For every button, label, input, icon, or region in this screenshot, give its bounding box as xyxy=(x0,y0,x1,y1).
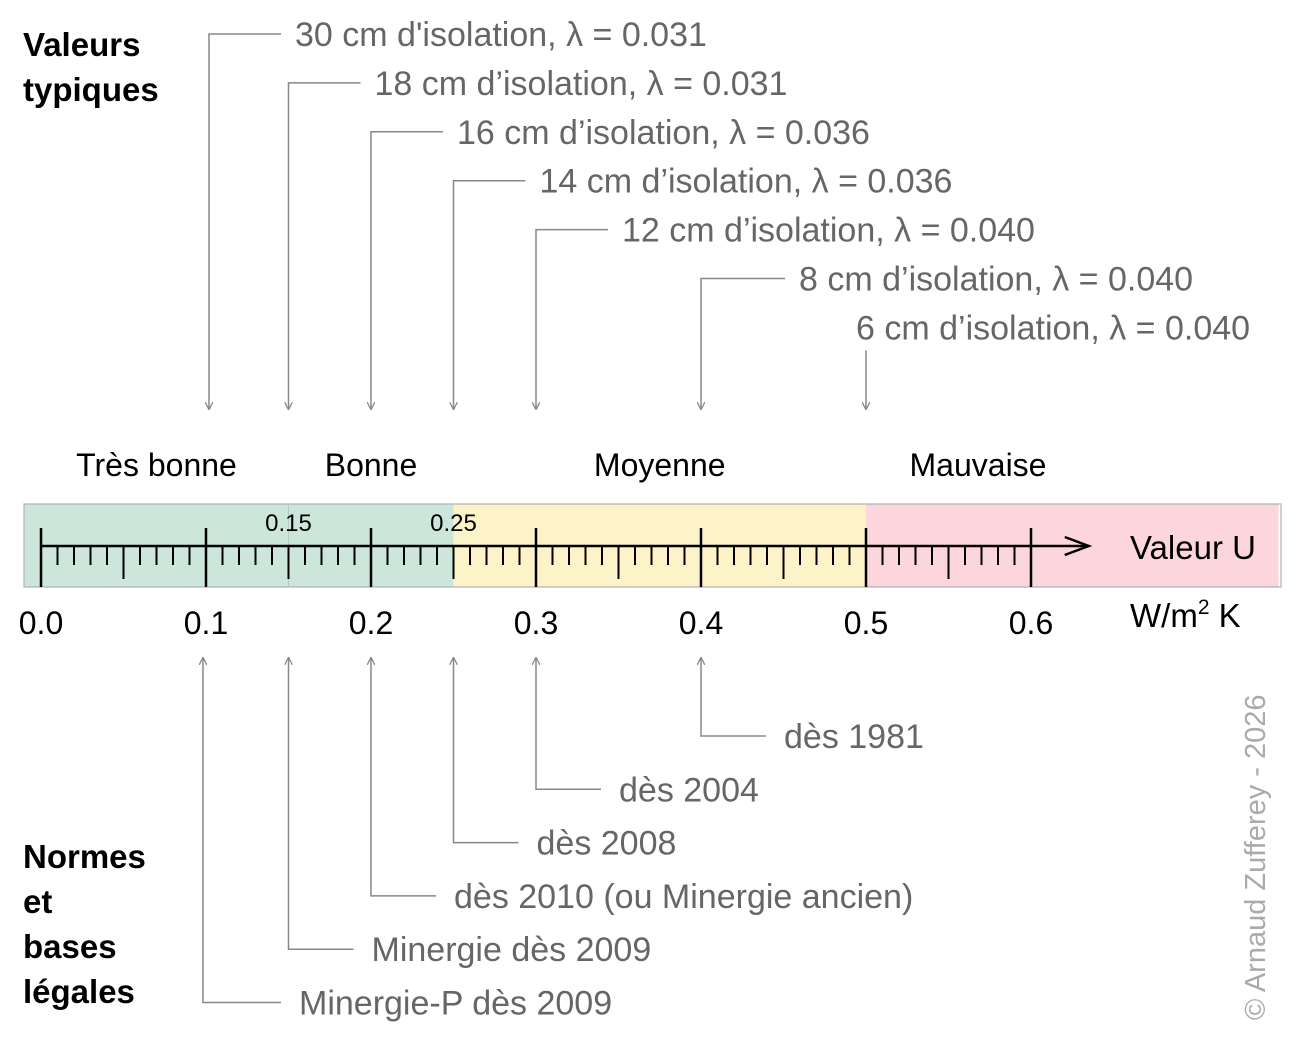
unit-main: W/m xyxy=(1130,597,1198,634)
tick-label-0-2: 0.2 xyxy=(349,605,393,641)
tick-label-0-5: 0.5 xyxy=(844,605,888,641)
typical-callout-2: 18 cm d’isolation, λ = 0.031 xyxy=(289,65,788,409)
unit-superscript: 2 xyxy=(1198,596,1210,619)
norm-callout-5: Minergie dès 2009 xyxy=(289,658,652,969)
typical-label: 30 cm d'isolation, λ = 0.031 xyxy=(295,16,707,54)
norm-arrow xyxy=(454,658,519,844)
norm-label: Minergie-P dès 2009 xyxy=(299,985,612,1023)
tick-label-0-4: 0.4 xyxy=(679,605,723,641)
typical-callout-3: 16 cm d’isolation, λ = 0.036 xyxy=(371,114,870,409)
norm-label: Minergie dès 2009 xyxy=(372,931,652,969)
typical-arrow xyxy=(454,179,526,409)
norm-arrow xyxy=(203,658,281,1004)
heading-norms: Normes et bases légales xyxy=(23,838,155,1010)
copyright-notice: © Arnaud Zufferey - 2026 xyxy=(1240,694,1272,1020)
norm-callout-1: dès 1981 xyxy=(701,658,924,756)
norm-callout-2: dès 2004 xyxy=(536,658,759,809)
typical-callout-6: 8 cm d’isolation, λ = 0.040 xyxy=(701,261,1193,410)
norm-arrow xyxy=(536,658,601,791)
norm-label: dès 2004 xyxy=(619,771,759,809)
tick-label-0-0: 0.0 xyxy=(19,605,63,641)
typical-arrow xyxy=(701,277,785,410)
tick-label-0-1: 0.1 xyxy=(184,605,228,641)
typical-arrow xyxy=(536,228,608,409)
typical-label: 14 cm d’isolation, λ = 0.036 xyxy=(540,163,953,201)
axis-label: Valeur U xyxy=(1130,529,1256,566)
unit-label: W/m2 K xyxy=(1130,596,1241,634)
norm-callout-3: dès 2008 xyxy=(454,658,677,863)
typical-value-callouts: 30 cm d'isolation, λ = 0.031 18 cm d’isol… xyxy=(209,16,1250,409)
unit-tail: K xyxy=(1210,597,1241,634)
norm-arrow xyxy=(289,658,354,950)
typical-label: 16 cm d’isolation, λ = 0.036 xyxy=(457,114,870,152)
typical-arrow xyxy=(209,33,281,409)
heading-typical-values: Valeurs typiques xyxy=(23,26,159,108)
typical-arrow xyxy=(289,82,361,409)
norm-label: dès 2008 xyxy=(537,825,677,863)
norm-arrow xyxy=(371,658,436,897)
zone-label-tres-bonne: Très bonne xyxy=(76,447,237,483)
norm-callouts: dès 1981 dès 2004 dès 2008 dès 2010 (ou Min… xyxy=(203,658,924,1023)
zone-label-moyenne: Moyenne xyxy=(594,447,726,483)
heading-typical-line-2: typiques xyxy=(23,71,159,108)
tick-label-0-6: 0.6 xyxy=(1009,605,1053,641)
heading-typical-line-1: Valeurs xyxy=(23,26,140,63)
typical-label: 12 cm d’isolation, λ = 0.040 xyxy=(622,212,1035,250)
norm-callout-6: Minergie-P dès 2009 xyxy=(203,658,612,1023)
heading-norms-line-2: et xyxy=(23,883,52,920)
tick-label-0-3: 0.3 xyxy=(514,605,558,641)
zone-label-bonne: Bonne xyxy=(325,447,418,483)
heading-norms-line-4: légales xyxy=(23,973,135,1010)
boundary-label-0-25: 0.25 xyxy=(430,510,477,537)
typical-callout-1: 30 cm d'isolation, λ = 0.031 xyxy=(209,16,707,409)
typical-callout-5: 12 cm d’isolation, λ = 0.040 xyxy=(536,212,1035,409)
scale-bar-border xyxy=(23,503,1282,588)
heading-norms-line-1: Normes xyxy=(23,838,146,875)
zone-label-mauvaise: Mauvaise xyxy=(910,447,1047,483)
typical-callout-7: 6 cm d’isolation, λ = 0.040 xyxy=(856,309,1250,409)
heading-norms-line-3: bases xyxy=(23,928,117,965)
typical-arrow xyxy=(371,131,443,409)
norm-label: dès 2010 (ou Minergie ancien) xyxy=(454,878,913,916)
typical-callout-4: 14 cm d’isolation, λ = 0.036 xyxy=(454,163,953,409)
axis-arrowhead xyxy=(1064,535,1093,557)
u-value-ruler: 0.0 0.1 0.2 0.3 0.4 0.5 0.6 0.15 0.25 xyxy=(19,510,1093,641)
typical-label: 18 cm d’isolation, λ = 0.031 xyxy=(375,65,788,103)
norm-arrow xyxy=(701,658,766,737)
norm-callout-4: dès 2010 (ou Minergie ancien) xyxy=(371,658,913,916)
rating-zone-labels: Très bonne Bonne Moyenne Mauvaise xyxy=(76,447,1046,483)
norm-label: dès 1981 xyxy=(784,718,924,756)
boundary-label-0-15: 0.15 xyxy=(265,510,312,537)
typical-label: 8 cm d’isolation, λ = 0.040 xyxy=(799,261,1193,299)
typical-label: 6 cm d’isolation, λ = 0.040 xyxy=(856,309,1250,347)
